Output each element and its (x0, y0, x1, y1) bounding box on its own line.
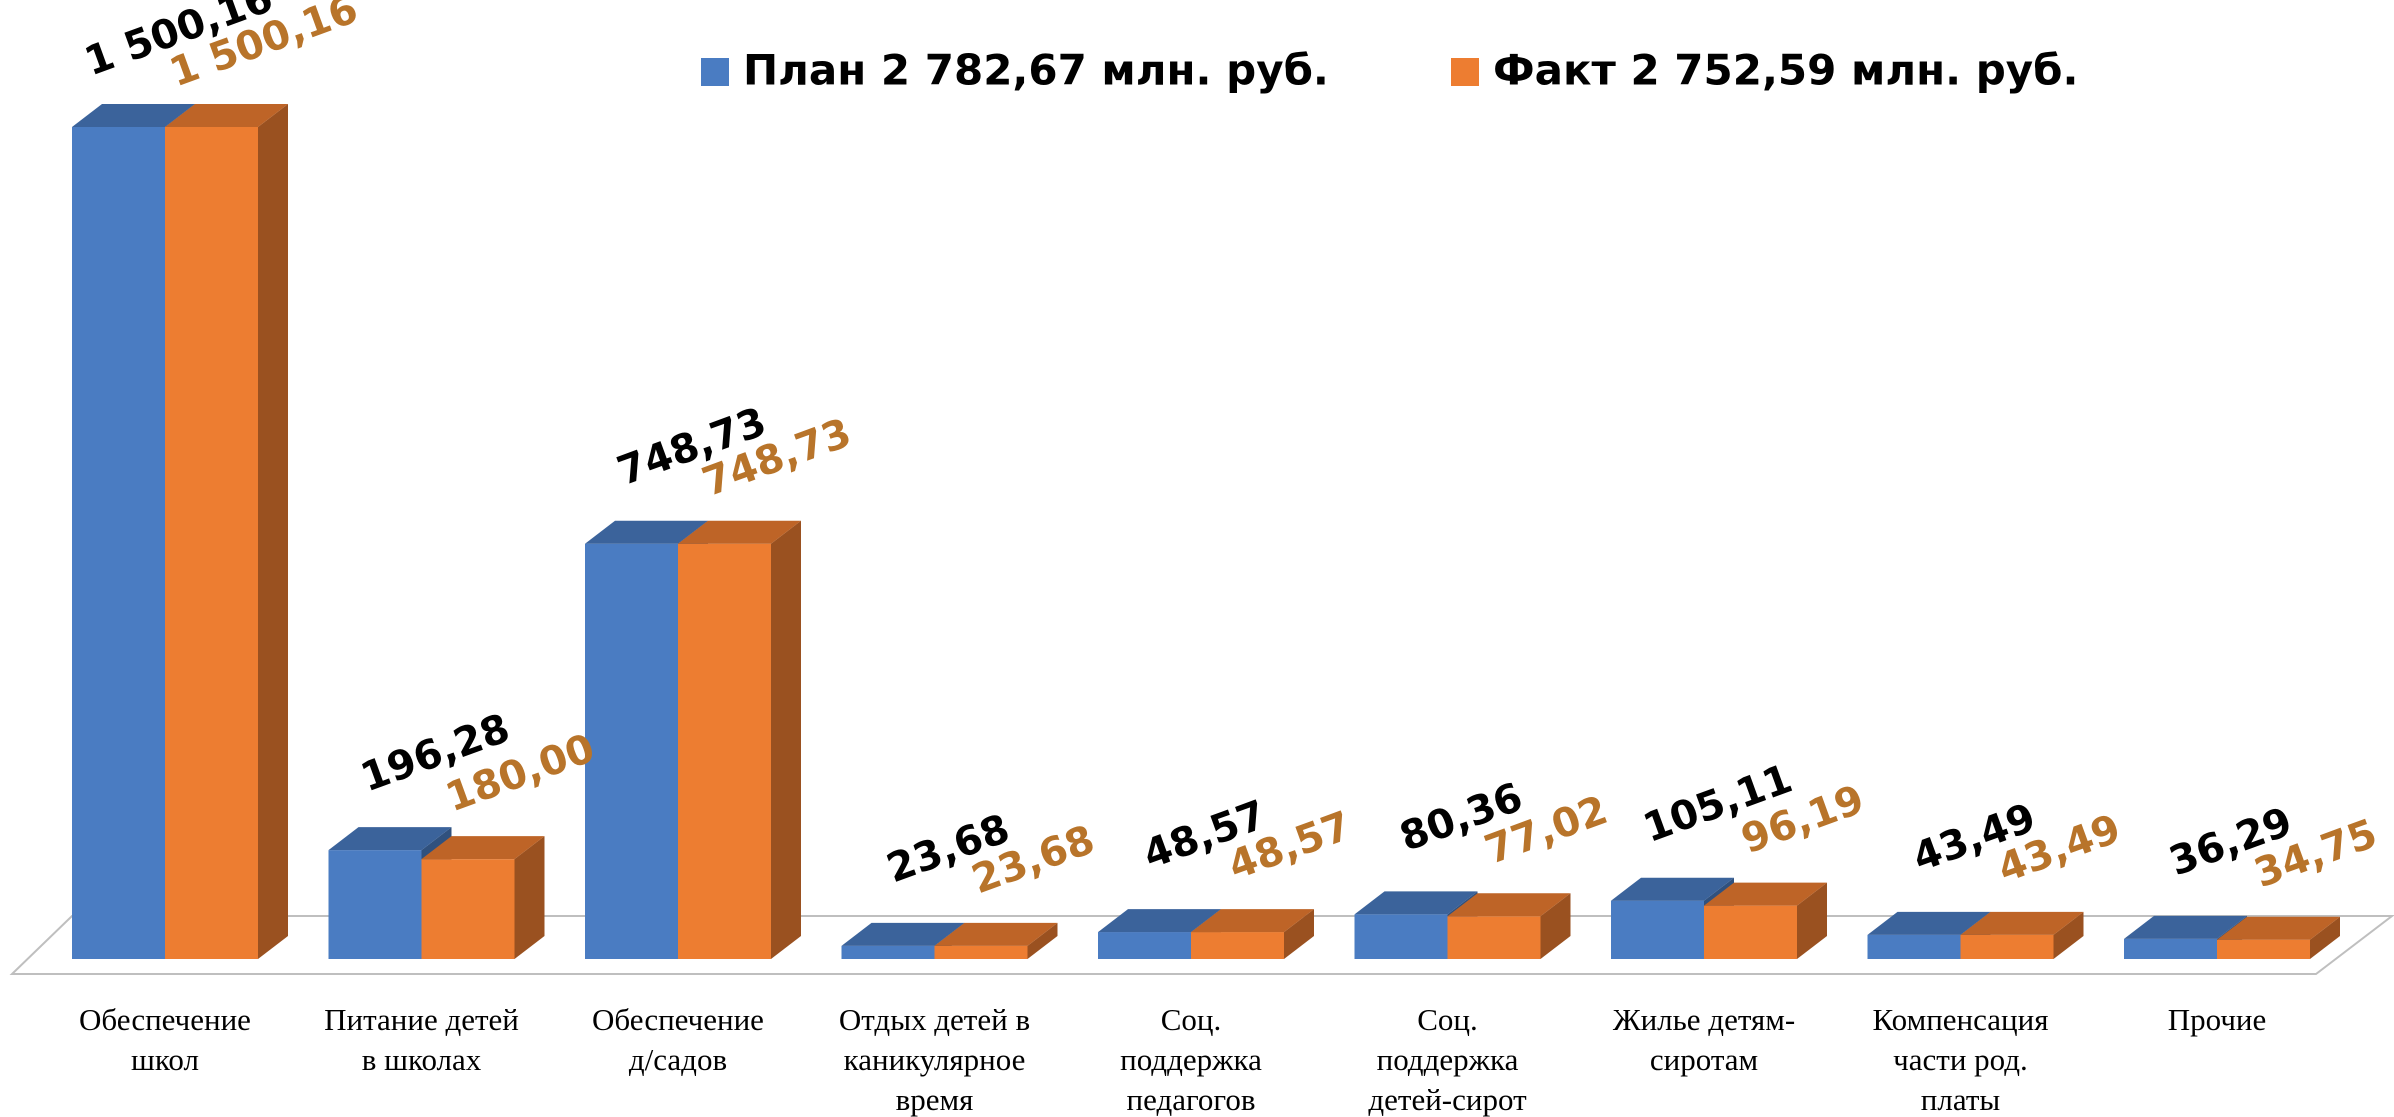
bar-side (1540, 893, 1571, 959)
bar-side (1797, 882, 1827, 959)
bar-top (1960, 911, 2084, 935)
bar (585, 543, 678, 959)
bar-top (72, 104, 195, 127)
bar-top (678, 520, 801, 544)
bar-side (258, 104, 288, 959)
category-label: Питание детей в школах (324, 1002, 519, 1077)
bar (1960, 934, 2054, 959)
bar-top (2217, 916, 2340, 940)
bar-top (1447, 893, 1571, 917)
category-label: Обеспечение школ (79, 1002, 251, 1077)
bar-side (771, 520, 801, 959)
legend-swatch (1451, 58, 1479, 86)
bar-top (165, 104, 288, 127)
category-label: Соц. поддержка детей-сирот (1368, 1002, 1527, 1117)
bar (841, 945, 935, 959)
bar-top (1867, 911, 1991, 935)
bar (2217, 939, 2310, 959)
bar-top (841, 922, 965, 946)
bar (165, 127, 258, 959)
bar (72, 127, 165, 959)
bar (934, 945, 1028, 959)
bar-top (2124, 915, 2247, 939)
bar (1354, 914, 1448, 959)
bar-top (934, 922, 1058, 946)
bar (1447, 916, 1541, 959)
bar-top (1191, 909, 1314, 933)
bar-top (1098, 909, 1221, 933)
bar-top (585, 520, 708, 544)
bar (328, 850, 422, 959)
category-label: Обеспечение д/садов (592, 1002, 764, 1077)
category-label: Отдых детей в каникулярное время (838, 1002, 1031, 1117)
bar-top (421, 836, 545, 860)
bar (1867, 934, 1961, 959)
legend-label: План 2 782,67 млн. руб. (743, 46, 1329, 95)
bar (1098, 932, 1191, 959)
legend-label: Факт 2 752,59 млн. руб. (1493, 46, 2078, 95)
bar (421, 859, 515, 959)
bar (678, 543, 771, 959)
bar-side (514, 836, 545, 959)
bar (1704, 905, 1797, 959)
bar-top (1704, 882, 1827, 906)
bar-side (2310, 916, 2340, 959)
category-label: Жилье детям- сиротам (1612, 1002, 1796, 1077)
bar-side (1284, 909, 1314, 959)
legend-swatch (701, 58, 729, 86)
bar-top (1354, 891, 1478, 915)
category-label: Прочие (2167, 1002, 2267, 1037)
category-label: Компенсация части род. платы (1872, 1002, 2049, 1117)
bar-top (1611, 877, 1734, 901)
bar (1191, 932, 1284, 959)
bar-side (1027, 922, 1058, 959)
bar (1611, 900, 1704, 959)
bar-side (2053, 911, 2084, 959)
bar-top (328, 827, 452, 851)
bar (2124, 938, 2217, 959)
category-label: Соц. поддержка педагогов (1120, 1002, 1262, 1117)
